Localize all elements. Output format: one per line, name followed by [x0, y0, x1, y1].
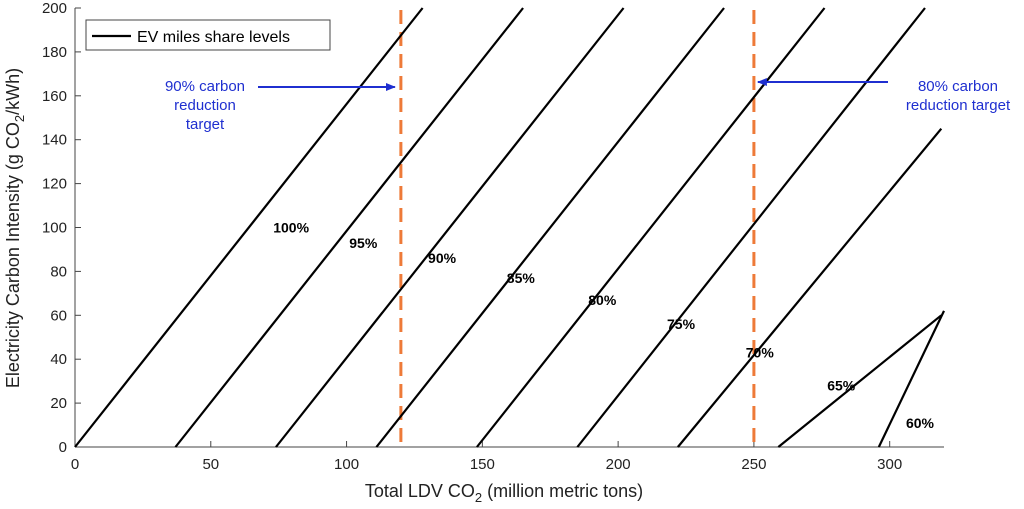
series-label: 80% [588, 292, 617, 308]
x-tick-label: 0 [71, 456, 79, 473]
y-axis-title: Electricity Carbon Intensity (g CO2/kWh) [3, 68, 27, 388]
series-label: 75% [667, 316, 696, 332]
series-label: 85% [507, 270, 536, 286]
y-tick-label: 40 [50, 351, 67, 368]
series-label: 95% [349, 235, 378, 251]
series-label: 60% [906, 415, 935, 431]
y-tick-label: 200 [42, 0, 67, 17]
series-line [74, 7, 424, 448]
x-tick-label: 50 [202, 456, 219, 473]
series-line [576, 7, 926, 448]
x-tick-label: 250 [741, 456, 766, 473]
series-line [777, 314, 942, 448]
series-labels: 100% 95% 90% 85% 80% 75% 70% 65% 60% [273, 220, 934, 431]
x-tick-label: 100 [334, 456, 359, 473]
series-label: 100% [273, 220, 309, 236]
annotation-90-target: 90% carbon reduction target [165, 78, 245, 133]
series-label: 65% [827, 378, 856, 394]
annotation-80-target: 80% carbon reduction target [906, 78, 1011, 114]
y-tick-label: 20 [50, 395, 67, 412]
x-tick-label: 300 [877, 456, 902, 473]
y-tick-label: 0 [59, 439, 67, 456]
y-tick-label: 60 [50, 307, 67, 324]
x-tick-label: 200 [606, 456, 631, 473]
axis-ticks: 0 50 100 150 200 250 300 0 20 40 60 80 100 120 140 160 1… [42, 0, 902, 473]
x-tick-label: 150 [470, 456, 495, 473]
series-line [877, 310, 945, 448]
series-line [275, 7, 625, 448]
y-tick-label: 80 [50, 263, 67, 280]
annotations: 90% carbon reduction target 80% carbon reduc… [165, 78, 1011, 133]
series-line [174, 7, 524, 448]
series-lines [74, 7, 945, 448]
reference-lines [399, 10, 756, 447]
legend: EV miles share levels [85, 19, 331, 51]
y-tick-label: 180 [42, 44, 67, 61]
series-label: 90% [428, 250, 457, 266]
series-line [476, 7, 826, 448]
y-tick-label: 120 [42, 176, 67, 193]
y-tick-label: 140 [42, 132, 67, 149]
series-line [375, 7, 725, 448]
x-axis-title: Total LDV CO2 (million metric tons) [365, 481, 643, 505]
y-tick-label: 100 [42, 220, 67, 237]
y-tick-label: 160 [42, 88, 67, 105]
series-label: 70% [746, 345, 775, 361]
series-line [677, 128, 943, 448]
legend-label: EV miles share levels [137, 29, 290, 46]
